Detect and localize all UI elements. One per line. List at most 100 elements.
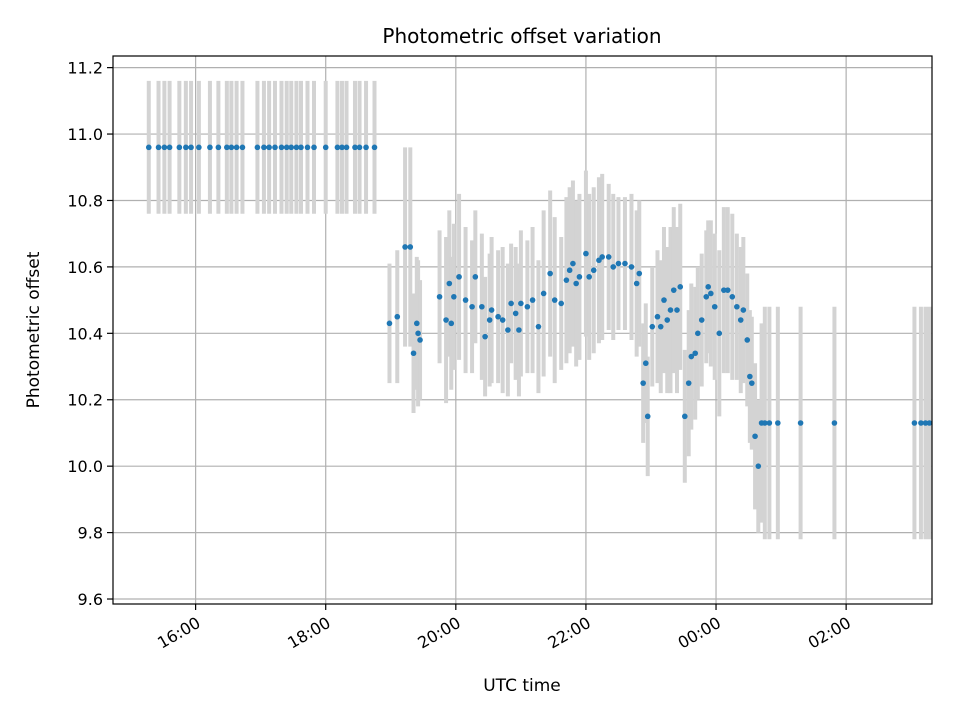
plot-frame: [112, 55, 933, 605]
data-point: [413, 320, 420, 327]
data-point: [505, 327, 511, 333]
data-point: [670, 287, 677, 293]
data-point: [334, 144, 341, 151]
data-point: [462, 297, 469, 303]
data-point: [558, 300, 565, 307]
data-point: [740, 307, 747, 313]
data-point: [161, 144, 168, 151]
data-point: [762, 420, 768, 426]
data-point: [343, 144, 350, 151]
data-point: [570, 260, 576, 267]
data-point: [486, 317, 493, 323]
data-point: [155, 144, 162, 151]
data-point: [622, 260, 628, 267]
data-point: [402, 244, 408, 250]
data-point: [831, 420, 838, 426]
data-point: [436, 293, 443, 300]
data-point: [677, 284, 684, 290]
data-point: [508, 300, 514, 307]
data-point: [688, 353, 695, 360]
data-point: [540, 290, 547, 297]
data-point: [644, 413, 651, 420]
data-point: [573, 280, 579, 287]
data-point: [922, 420, 929, 426]
data-point: [563, 277, 570, 283]
data-point: [371, 144, 378, 151]
data-point: [695, 330, 701, 337]
y-tick-label: 9.8: [78, 524, 103, 543]
data-point: [479, 303, 485, 310]
y-tick-label: 10.6: [67, 258, 103, 277]
data-point: [176, 144, 183, 151]
data-point: [721, 287, 727, 293]
data-point: [724, 287, 731, 293]
data-point: [674, 307, 680, 313]
data-point: [547, 270, 553, 277]
data-point: [654, 313, 661, 320]
data-point: [636, 270, 643, 277]
data-point: [322, 144, 329, 151]
data-point: [642, 360, 649, 367]
data-point: [705, 284, 712, 290]
data-point: [667, 307, 674, 313]
data-point: [649, 323, 656, 330]
data-point: [529, 297, 536, 303]
data-point: [304, 144, 311, 151]
data-point: [298, 144, 304, 151]
data-point: [472, 274, 479, 280]
data-point: [512, 310, 519, 317]
data-point: [228, 144, 235, 151]
data-point: [443, 317, 449, 323]
data-point: [293, 144, 300, 151]
data-point: [278, 144, 285, 151]
data-point: [583, 250, 589, 257]
data-point: [524, 303, 531, 310]
data-point: [703, 293, 710, 300]
data-point: [183, 144, 189, 151]
data-point: [586, 274, 592, 280]
data-point: [590, 267, 597, 274]
data-point: [518, 300, 524, 307]
y-axis-label: Photometric offset: [24, 251, 44, 408]
data-point: [446, 280, 453, 287]
data-point: [188, 144, 194, 151]
data-point: [215, 144, 222, 151]
data-point: [755, 463, 762, 469]
data-point: [451, 293, 457, 300]
data-point: [682, 413, 688, 420]
data-point: [516, 327, 522, 333]
data-point: [661, 297, 667, 303]
data-point: [566, 267, 573, 274]
chart-title: Photometric offset variation: [382, 24, 661, 48]
point-layer: [145, 144, 933, 469]
data-point: [918, 420, 924, 426]
data-point: [698, 317, 705, 323]
data-point: [729, 293, 736, 300]
data-point: [716, 330, 723, 337]
data-point: [233, 144, 240, 151]
data-point: [356, 144, 363, 151]
data-point: [363, 144, 369, 151]
data-point: [196, 144, 202, 151]
data-point: [615, 260, 622, 267]
data-point: [535, 323, 542, 330]
data-point: [352, 144, 358, 151]
y-axis: 9.6 9.8 10.0 10.2 10.4 10.6 10.8 11.0 11.2: [67, 59, 113, 609]
data-point: [628, 264, 635, 270]
data-point: [386, 320, 393, 327]
data-point: [469, 303, 475, 310]
data-point: [711, 303, 718, 310]
data-point: [734, 303, 740, 310]
data-point: [551, 297, 558, 303]
data-point: [499, 317, 506, 323]
data-point: [685, 380, 692, 386]
data-point: [737, 317, 744, 323]
data-point: [766, 420, 773, 426]
data-point: [239, 144, 246, 151]
data-point: [272, 144, 278, 151]
data-point: [747, 373, 753, 380]
data-point: [488, 307, 495, 313]
y-tick-label: 10.8: [67, 191, 103, 210]
data-point: [261, 144, 267, 151]
